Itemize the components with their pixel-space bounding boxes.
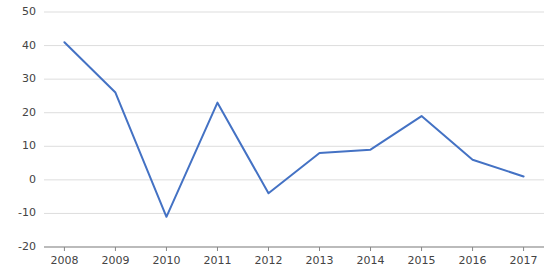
x-tick (523, 247, 524, 251)
y-tick-label: -20 (18, 240, 36, 253)
x-tick-label: 2011 (203, 254, 231, 267)
x-tick (319, 247, 320, 251)
y-grid (44, 12, 544, 247)
x-tick-labels: 2008 2009 2010 2011 2012 2013 2014 2015 2016 2017 (50, 247, 537, 267)
grid-line (44, 179, 544, 180)
x-tick-label: 2014 (357, 254, 385, 267)
x-tick-label: 2008 (50, 254, 78, 267)
x-tick-label: 2015 (408, 254, 436, 267)
x-tick-label: 2016 (459, 254, 487, 267)
x-tick-label: 2017 (510, 254, 538, 267)
y-tick-labels: -20 -10 0 10 20 30 40 50 (18, 5, 36, 253)
y-tick-label: 50 (22, 5, 36, 18)
x-tick (472, 247, 473, 251)
y-tick-label: 20 (22, 106, 36, 119)
x-axis-line (44, 247, 544, 248)
y-tick-label: 30 (22, 72, 36, 85)
chart-svg: -20 -10 0 10 20 30 40 50 2008 2009 2010 2011 2012 201… (0, 0, 556, 277)
grid-line (44, 146, 544, 147)
grid-line (44, 213, 544, 214)
x-tick (64, 247, 65, 251)
x-tick (217, 247, 218, 251)
x-tick-label: 2010 (152, 254, 180, 267)
data-line (64, 42, 523, 217)
grid-line (44, 12, 544, 13)
grid-line (44, 45, 544, 46)
grid-line (44, 112, 544, 113)
plot-area (64, 42, 523, 217)
x-tick (268, 247, 269, 251)
x-tick-label: 2012 (254, 254, 282, 267)
chart-container: -20 -10 0 10 20 30 40 50 2008 2009 2010 2011 2012 201… (0, 0, 556, 277)
y-tick-label: -10 (18, 206, 36, 219)
x-tick-label: 2013 (306, 254, 334, 267)
y-tick-label: 0 (29, 173, 36, 186)
x-tick (370, 247, 371, 251)
y-tick-label: 10 (22, 139, 36, 152)
x-tick-label: 2009 (101, 254, 129, 267)
grid-line (44, 79, 544, 80)
x-tick (421, 247, 422, 251)
x-tick (115, 247, 116, 251)
y-tick-label: 40 (22, 39, 36, 52)
grid-line (44, 247, 544, 248)
x-tick (166, 247, 167, 251)
